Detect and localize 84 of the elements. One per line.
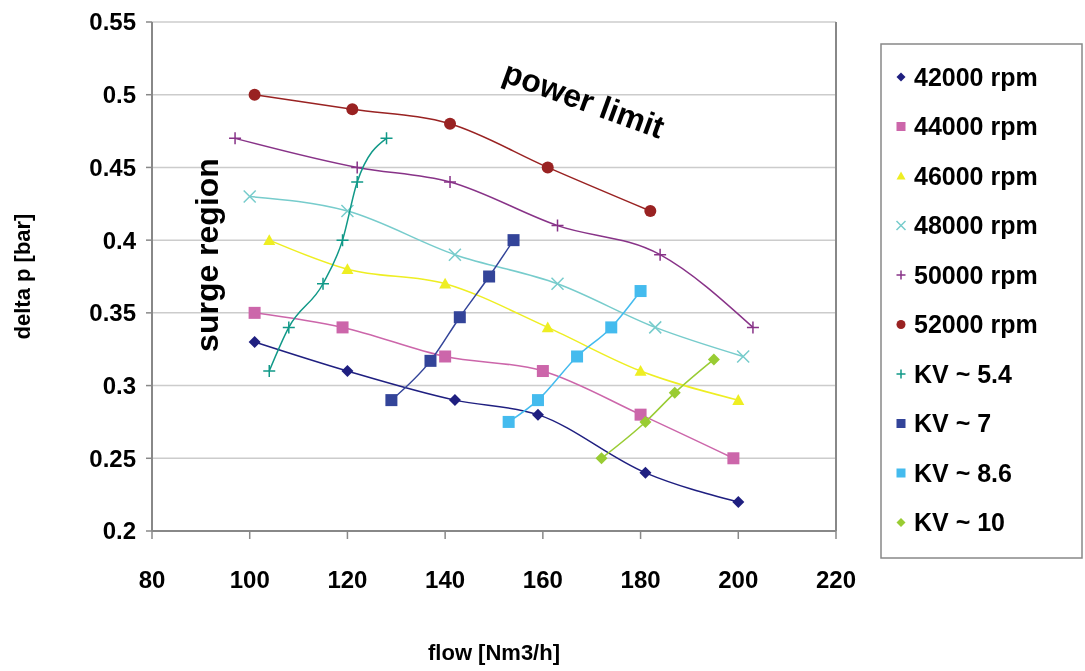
point — [444, 117, 457, 130]
point — [732, 495, 745, 508]
point — [350, 160, 364, 175]
point — [541, 321, 554, 333]
point — [439, 277, 452, 289]
point — [248, 335, 261, 348]
point — [639, 466, 652, 479]
point — [448, 394, 461, 407]
legend-label: 50000 rpm — [914, 260, 1038, 289]
point — [448, 247, 462, 262]
x-tick-label: 180 — [620, 566, 661, 593]
point — [541, 161, 554, 174]
point — [228, 131, 242, 146]
point — [341, 263, 354, 275]
point — [316, 277, 330, 291]
point — [746, 320, 760, 335]
annotation: surge region — [189, 158, 225, 352]
x-tick-label: 100 — [229, 566, 270, 593]
y-tick-label: 0.3 — [102, 371, 136, 399]
point — [571, 350, 584, 363]
point — [340, 204, 355, 218]
point — [262, 364, 277, 378]
point — [639, 415, 652, 428]
y-tick-label: 0.55 — [89, 8, 136, 36]
point — [282, 320, 296, 335]
point — [507, 234, 520, 247]
x-tick-label: 200 — [718, 566, 759, 593]
legend-label: 46000 rpm — [914, 161, 1038, 190]
y-tick-label: 0.2 — [102, 517, 136, 545]
x-tick-label: 140 — [425, 566, 466, 593]
point — [668, 386, 681, 399]
y-tick-label: 0.5 — [102, 81, 136, 109]
point — [424, 354, 437, 367]
point — [248, 306, 261, 319]
point — [341, 365, 354, 378]
point — [248, 88, 261, 101]
y-tick-label: 0.45 — [89, 153, 136, 181]
x-tick-label: 120 — [327, 566, 368, 593]
legend-label: 52000 rpm — [914, 310, 1038, 339]
legend-label: 42000 rpm — [914, 62, 1038, 91]
point — [242, 189, 257, 204]
point — [727, 452, 740, 465]
point — [531, 394, 544, 407]
point — [263, 234, 276, 245]
point — [732, 394, 745, 405]
point — [634, 285, 647, 298]
legend-label: KV ~ 8.6 — [914, 458, 1012, 487]
x-tick-label: 80 — [138, 566, 166, 593]
legend-label: KV ~ 7 — [914, 409, 992, 438]
point — [605, 321, 618, 334]
legend-label: KV ~ 5.4 — [914, 359, 1013, 388]
point — [483, 270, 496, 283]
legend-label: 44000 rpm — [914, 112, 1038, 141]
x-tick-label: 220 — [815, 566, 857, 593]
point — [346, 103, 359, 116]
point — [385, 394, 398, 407]
x-tick-label: 160 — [522, 566, 563, 593]
point — [648, 320, 662, 335]
point — [707, 353, 720, 366]
point — [536, 365, 549, 378]
point — [336, 321, 349, 334]
point — [550, 277, 565, 291]
point — [550, 218, 565, 233]
y-tick-label: 0.35 — [89, 299, 136, 327]
y-tick-label: 0.25 — [89, 444, 136, 472]
point — [736, 349, 750, 364]
point — [531, 408, 544, 421]
point — [335, 233, 350, 247]
point — [595, 452, 608, 465]
legend-label: KV ~ 10 — [914, 508, 1006, 537]
point — [439, 350, 452, 363]
y-tick-label: 0.4 — [102, 226, 137, 254]
point — [379, 131, 394, 146]
point — [453, 311, 466, 324]
point — [634, 365, 647, 376]
point — [653, 247, 667, 262]
annotation: power limit — [498, 53, 670, 146]
y-axis-title: delta p [bar] — [10, 213, 35, 340]
point — [350, 175, 364, 189]
point — [502, 415, 515, 428]
point — [443, 175, 457, 189]
x-axis-title: flow [Nm3/h] — [428, 640, 560, 665]
legend-label: 48000 rpm — [914, 211, 1038, 240]
point — [644, 205, 657, 218]
